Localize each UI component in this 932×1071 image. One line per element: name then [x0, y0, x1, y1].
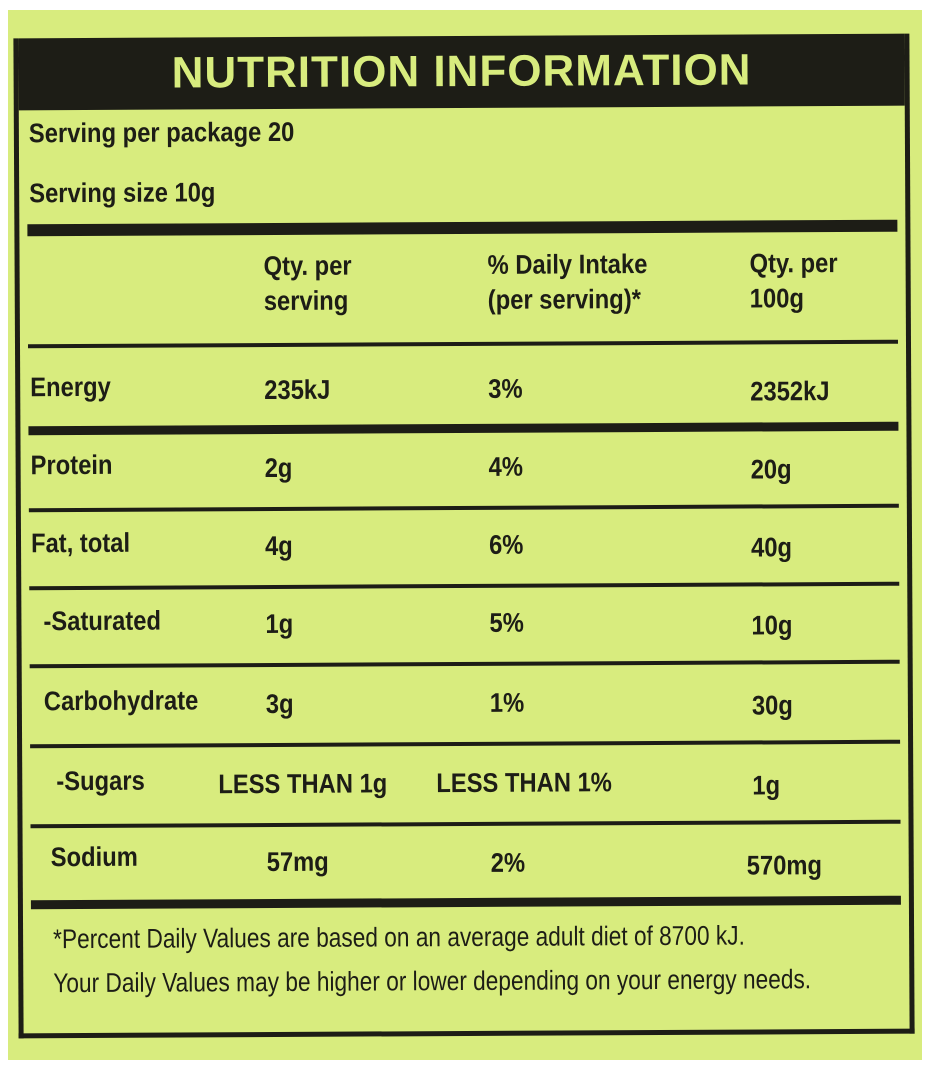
divider — [27, 339, 898, 349]
panel-title: NUTRITION INFORMATION — [171, 45, 752, 98]
nutrient-name: -Sugars — [56, 765, 145, 797]
per-100g: 2352kJ — [750, 376, 830, 407]
daily-intake: 4% — [488, 451, 524, 482]
serving-size: Serving size 10g — [29, 177, 216, 209]
per-serving: LESS THAN 1g — [218, 768, 388, 800]
per-100g: 1g — [752, 770, 781, 801]
label-background — [8, 10, 922, 1060]
servings-per-package: Serving per package 20 — [28, 116, 295, 149]
divider-thick — [27, 219, 898, 237]
divider-thick — [30, 895, 901, 910]
nutrient-name: -Saturated — [43, 605, 162, 637]
daily-intake: 6% — [488, 529, 524, 560]
daily-intake: 1% — [489, 687, 525, 718]
daily-intake: LESS THAN 1% — [436, 767, 612, 799]
nutrition-panel: NUTRITION INFORMATION Serving per packag… — [13, 33, 915, 1039]
daily-intake: 5% — [489, 607, 524, 638]
nutrient-name: Carbohydrate — [43, 685, 199, 717]
per-100g: 20g — [750, 454, 792, 485]
header-qty-serving: Qty. per serving — [263, 250, 352, 317]
nutrient-name: Fat, total — [30, 527, 131, 559]
header-qty-100g: Qty. per 100g — [749, 248, 838, 314]
nutrient-name: Energy — [30, 371, 111, 403]
header-daily-intake: % Daily Intake (per serving)* — [487, 249, 648, 315]
per-serving: 1g — [265, 608, 294, 640]
per-100g: 40g — [750, 532, 793, 563]
footnote-line-2: Your Daily Values may be higher or lower… — [53, 964, 812, 999]
footnote-line-1: *Percent Daily Values are based on an av… — [53, 920, 745, 955]
divider — [30, 739, 901, 749]
per-100g: 30g — [751, 690, 793, 721]
daily-intake: 3% — [488, 373, 523, 404]
daily-intake: 2% — [490, 847, 526, 878]
per-serving: 2g — [264, 452, 293, 484]
per-serving: 57mg — [266, 846, 329, 878]
divider — [30, 819, 901, 829]
per-100g: 570mg — [746, 850, 823, 881]
nutrient-name: Protein — [30, 449, 113, 481]
divider-thick — [28, 421, 899, 436]
per-serving: 235kJ — [264, 374, 331, 406]
divider — [29, 659, 900, 669]
divider — [29, 581, 900, 591]
per-serving: 3g — [265, 688, 294, 720]
divider — [28, 503, 899, 513]
title-bar: NUTRITION INFORMATION — [18, 33, 905, 111]
per-100g: 10g — [751, 610, 793, 641]
nutrient-name: Sodium — [50, 841, 138, 873]
per-serving: 4g — [264, 530, 293, 562]
